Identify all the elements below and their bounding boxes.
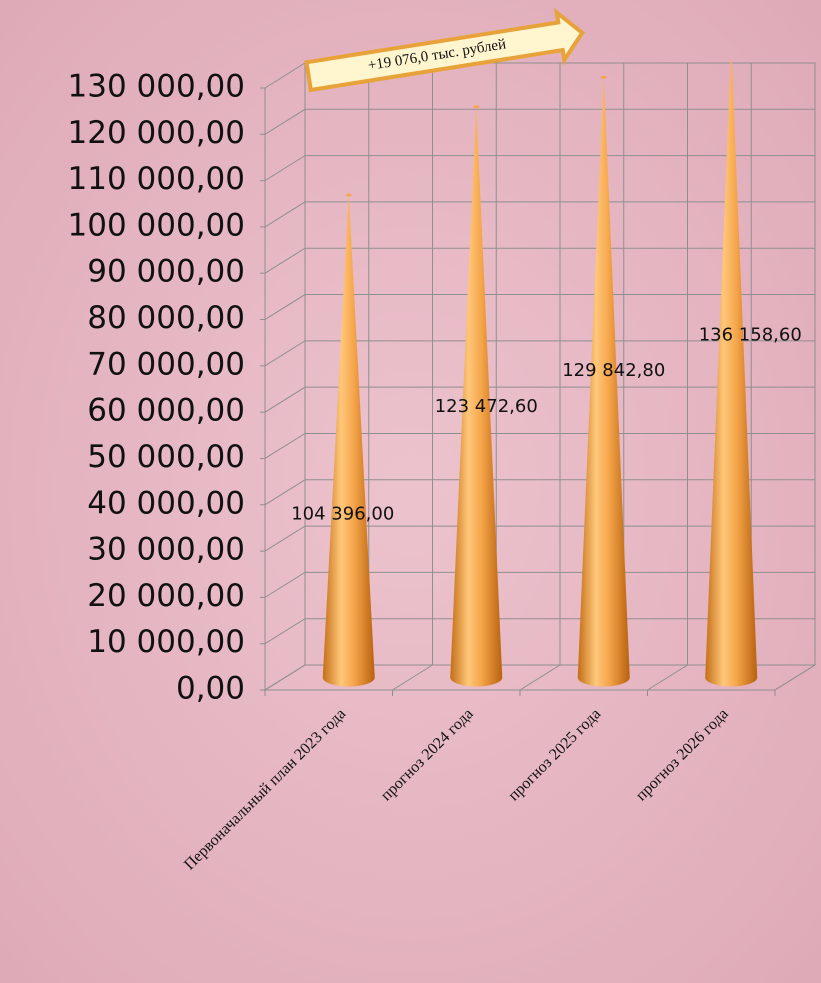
floor-divider [392, 664, 433, 691]
floor-divider [647, 664, 688, 691]
y-tick-label: 100 000,00 [68, 207, 246, 243]
annotation-arrow [304, 7, 585, 93]
cone-body [450, 105, 503, 687]
floor-divider [519, 664, 561, 691]
y-tick-label: 60 000,00 [87, 393, 245, 429]
grid-line [264, 432, 815, 459]
cone-tip [345, 193, 352, 197]
y-tick-label: 40 000,00 [87, 485, 245, 521]
y-tick-label: 80 000,00 [87, 300, 245, 336]
grid-line [264, 340, 815, 367]
grid-line [264, 386, 815, 413]
cone-body [705, 60, 758, 687]
grid-line [264, 247, 815, 274]
value-label: 129 842,80 [562, 360, 665, 381]
y-tick-label: 110 000,00 [68, 161, 246, 197]
y-tick-label: 120 000,00 [68, 115, 246, 151]
grid-line [264, 479, 815, 506]
grid-line [264, 525, 815, 552]
value-label: 123 472,60 [435, 396, 538, 417]
y-tick-label: 10 000,00 [87, 624, 245, 660]
cone-tip [473, 105, 480, 109]
value-label: 136 158,60 [699, 325, 802, 346]
y-tick-label: 70 000,00 [87, 346, 245, 382]
y-tick-label: 50 000,00 [87, 439, 245, 475]
y-tick-label: 130 000,00 [68, 69, 246, 105]
value-label: 104 396,00 [291, 504, 394, 525]
cone [450, 105, 503, 687]
cone [705, 60, 758, 687]
y-tick-label: 30 000,00 [87, 532, 245, 568]
cone-tip [600, 75, 607, 79]
plot-area [322, 60, 758, 687]
y-tick-label: 90 000,00 [87, 254, 245, 290]
grid-line [264, 155, 815, 182]
grid-line [264, 618, 815, 645]
floor-divider [774, 664, 816, 691]
cone [577, 75, 630, 687]
grid-line [264, 108, 815, 135]
y-tick-label: 0,00 [176, 671, 245, 707]
grid [260, 62, 817, 696]
floor-divider [264, 664, 306, 691]
grid-line [264, 294, 815, 320]
cone [322, 193, 375, 687]
cone-body [322, 194, 375, 687]
cone-body [577, 76, 630, 687]
grid-line [264, 201, 815, 228]
y-tick-label: 20 000,00 [87, 578, 245, 614]
grid-line [264, 571, 815, 598]
